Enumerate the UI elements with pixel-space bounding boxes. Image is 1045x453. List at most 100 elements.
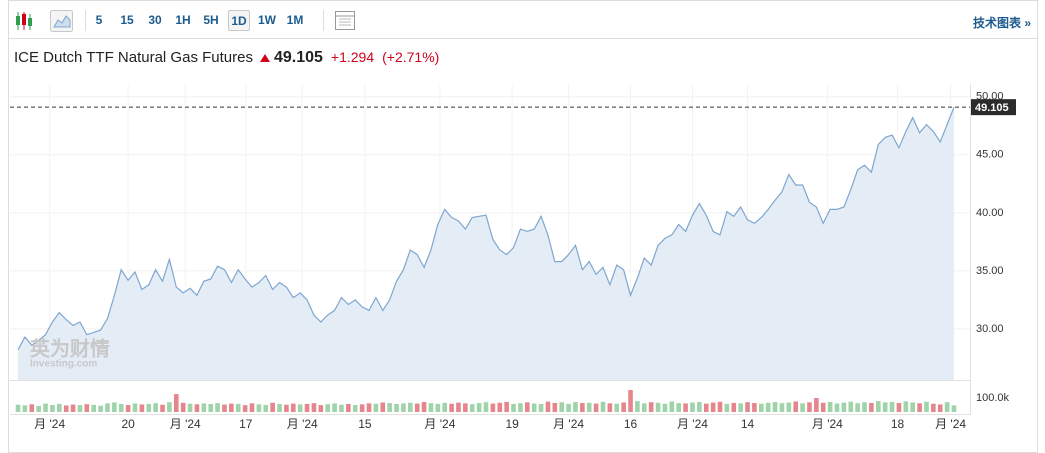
volume-bar xyxy=(910,402,916,412)
volume-bar xyxy=(600,401,606,412)
volume-bar xyxy=(173,394,179,412)
volume-bar xyxy=(628,390,633,412)
last-price-label: 49.105 xyxy=(975,102,1009,114)
volume-bar xyxy=(875,401,881,412)
x-tick-label: 16 xyxy=(624,417,638,431)
volume-bar xyxy=(724,403,730,412)
volume-bar xyxy=(683,403,688,412)
volume-bar xyxy=(655,402,661,412)
volume-bar xyxy=(43,403,48,412)
volume-bar xyxy=(765,402,771,412)
volume-bar xyxy=(497,402,503,412)
technical-chart-link[interactable]: 技术图表 » xyxy=(972,16,1031,30)
volume-bar xyxy=(22,405,28,412)
x-tick-label: 18 xyxy=(891,417,905,431)
volume-bar xyxy=(511,403,516,412)
volume-bar xyxy=(428,403,434,412)
volume-bar xyxy=(937,404,943,412)
volume-bar xyxy=(139,404,145,412)
volume-bar xyxy=(146,403,152,412)
x-tick-label: 月 '24 xyxy=(287,417,318,431)
volume-bar xyxy=(373,403,379,412)
volume-bar xyxy=(834,403,840,412)
volume-bar xyxy=(490,403,496,412)
volume-bar xyxy=(290,403,296,412)
volume-bar xyxy=(125,405,131,412)
volume-bar xyxy=(249,403,255,412)
volume-bar xyxy=(29,404,35,412)
volume-bar xyxy=(669,401,675,412)
volume-bar xyxy=(215,403,220,412)
interval-button[interactable]: 1D xyxy=(228,10,250,31)
volume-bar xyxy=(263,404,269,412)
volume-bar xyxy=(848,401,854,412)
volume-bar xyxy=(346,404,351,412)
volume-bar xyxy=(332,403,337,412)
volume-bar xyxy=(394,404,399,412)
volume-bar xyxy=(194,404,200,412)
volume-bar xyxy=(98,405,103,412)
x-tick-label: 14 xyxy=(741,417,755,431)
volume-bar xyxy=(456,402,461,412)
x-tick-label: 月 '24 xyxy=(170,417,201,431)
interval-button[interactable]: 5H xyxy=(203,13,219,27)
interval-button[interactable]: 1H xyxy=(175,13,191,27)
up-arrow xyxy=(259,54,270,62)
interval-button[interactable]: 15 xyxy=(120,13,134,27)
interval-button[interactable]: 30 xyxy=(148,13,162,27)
volume-bar xyxy=(297,404,303,412)
volume-bar xyxy=(77,405,83,412)
volume-bar xyxy=(566,403,571,412)
volume-bar xyxy=(559,402,565,412)
volume-bar xyxy=(786,402,792,412)
volume-bar xyxy=(752,403,757,412)
y-tick-label: 40.00 xyxy=(976,207,1004,219)
volume-bar xyxy=(552,402,558,412)
grid-icon[interactable] xyxy=(335,11,355,30)
volume-bar xyxy=(167,402,172,412)
x-tick-label: 15 xyxy=(358,417,372,431)
volume-bar xyxy=(662,403,668,412)
volume-bar xyxy=(518,403,523,412)
volume-bar xyxy=(903,401,909,412)
area-icon[interactable] xyxy=(50,10,73,32)
volume-bar xyxy=(896,403,902,412)
volume-bar xyxy=(889,401,895,412)
volume-bar xyxy=(208,404,214,412)
x-tick-label: 19 xyxy=(505,417,519,431)
volume-tick-label: 100.0k xyxy=(976,392,1010,404)
quote-header: ICE Dutch TTF Natural Gas Futures 49.105… xyxy=(14,49,439,67)
volume-bar xyxy=(366,403,372,412)
candle-icon[interactable] xyxy=(16,12,32,30)
volume-bar xyxy=(476,403,482,412)
volume-bar xyxy=(180,402,186,412)
volume-bar xyxy=(944,402,950,412)
interval-button[interactable]: 5 xyxy=(95,13,103,27)
area-fill xyxy=(18,107,954,380)
interval-button[interactable]: 1M xyxy=(286,13,304,27)
volume-bar xyxy=(931,403,936,412)
volume-bar xyxy=(160,404,165,412)
volume-bar xyxy=(235,403,241,412)
watermark-en: Investing.com xyxy=(30,359,97,370)
volume-bar xyxy=(132,403,138,412)
volume-bar xyxy=(641,403,647,412)
volume-bar xyxy=(531,403,537,412)
volume-bar xyxy=(814,398,819,412)
x-tick-label: 月 '24 xyxy=(935,417,966,431)
volume-bar xyxy=(187,403,193,412)
interval-bar: 5 15 30 1H 5H 1D 1W 1M xyxy=(88,10,312,31)
volume-bar xyxy=(449,403,454,412)
volume-bar xyxy=(703,403,709,412)
interval-button[interactable]: 1W xyxy=(258,13,276,27)
volume-bar xyxy=(676,403,682,412)
price-line xyxy=(17,106,955,351)
volume-bar xyxy=(201,403,207,412)
volume-bar xyxy=(229,403,234,412)
x-tick-label: 月 '24 xyxy=(677,417,708,431)
volume-bar xyxy=(63,405,69,412)
volume-bar xyxy=(256,404,262,412)
volume-bar xyxy=(284,404,289,412)
volume-bar xyxy=(435,403,441,412)
